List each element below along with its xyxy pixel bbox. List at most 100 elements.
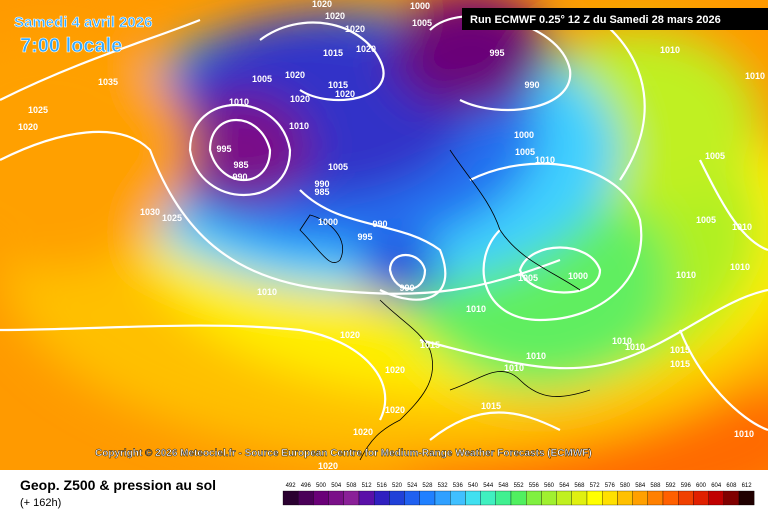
isobar-label: 1015 (323, 48, 343, 58)
colorbar-swatch (465, 490, 481, 506)
isobar-label: 1010 (660, 45, 680, 55)
isobar-label: 995 (216, 144, 231, 154)
colorbar-label: 568 (574, 483, 585, 489)
colorbar-label: 536 (453, 483, 464, 489)
colorbar-label: 548 (498, 483, 509, 489)
isobar-label: 1010 (526, 351, 546, 361)
isobar-label: 1010 (730, 262, 750, 272)
colorbar-swatch (495, 490, 512, 506)
colorbar-swatch (298, 490, 314, 506)
isobar-label: 1010 (734, 429, 754, 439)
isobar-label: 1005 (696, 215, 716, 225)
colorbar-label: 572 (590, 483, 601, 489)
isobar-label: 1010 (625, 342, 645, 352)
isobar-label: 1020 (18, 122, 38, 132)
colorbar-swatch (450, 490, 466, 506)
isobar-label: 1020 (385, 405, 405, 415)
isobar-label: 1020 (318, 461, 338, 471)
isobar-label: 1020 (312, 0, 332, 9)
colorbar-label: 612 (742, 483, 753, 489)
colorbar-label: 508 (346, 483, 357, 489)
forecast-date: Samedi 4 avril 2026 (14, 14, 152, 31)
isobar-label: 990 (524, 80, 539, 90)
colorbar-label: 496 (301, 483, 312, 489)
isobar-label: 1000 (568, 271, 588, 281)
colorbar-swatch (586, 490, 603, 506)
isobar-label: 1010 (612, 336, 632, 346)
colorbar-swatch (738, 490, 755, 506)
colorbar-swatch (419, 490, 436, 506)
colorbar-swatch (480, 490, 496, 506)
isobar-label: 1005 (412, 18, 432, 28)
isobar-label: 1005 (252, 74, 272, 84)
colorbar-label: 516 (377, 483, 388, 489)
run-box (462, 8, 768, 30)
isobar-label: 985 (314, 187, 329, 197)
isobar-label: 1010 (257, 287, 277, 297)
footer-title: Geop. Z500 & pression au sol (20, 477, 216, 493)
colorbar-swatch (541, 490, 557, 506)
colorbar-swatch (723, 490, 740, 506)
isobar-label: 1020 (340, 330, 360, 340)
colorbar-swatch (647, 490, 664, 506)
colorbar-swatch (602, 490, 618, 506)
colorbar-label: 544 (483, 483, 494, 489)
isobar-label: 995 (357, 232, 372, 242)
isobar-label: 1020 (325, 11, 345, 21)
isobar-label: 1000 (410, 1, 430, 11)
colorbar-label: 512 (362, 483, 373, 489)
colorbar-label: 528 (422, 483, 433, 489)
colorbar-swatch (282, 490, 299, 506)
colorbar-label: 588 (650, 483, 661, 489)
colorbar-label: 540 (468, 483, 479, 489)
colorbar-label: 564 (559, 483, 570, 489)
colorbar-label: 552 (514, 483, 525, 489)
isobar-label: 990 (372, 219, 387, 229)
isobar-label: 1010 (732, 222, 752, 232)
isobar-label: 1020 (290, 94, 310, 104)
colorbar-label: 560 (544, 483, 555, 489)
colorbar-label: 524 (407, 483, 418, 489)
isobar-label: 990 (232, 172, 247, 182)
colorbar-label: 520 (392, 483, 403, 489)
isobar-label: 990 (399, 283, 414, 293)
isobar-label: 1020 (285, 70, 305, 80)
isobar-label: 1005 (705, 151, 725, 161)
coastlines (299, 149, 591, 461)
isobar-label: 1010 (676, 270, 696, 280)
isobar-label: 1025 (28, 105, 48, 115)
isobar-label: 1000 (318, 217, 338, 227)
colorbar-swatch (708, 490, 724, 506)
isobar-label: 985 (233, 160, 248, 170)
isobar-label: 1010 (745, 71, 765, 81)
colorbar-label: 500 (316, 483, 327, 489)
isobar-label: 1020 (385, 365, 405, 375)
isobar-label: 1025 (162, 213, 182, 223)
colorbar-swatch (328, 490, 344, 506)
isobar-label: 1020 (353, 427, 373, 437)
isobar-label: 1010 (466, 304, 486, 314)
isobar-label: 1015 (670, 345, 690, 355)
isobar-label: 1030 (140, 207, 160, 217)
colorbar-label: 604 (711, 483, 722, 489)
isobar-label: 1020 (345, 24, 365, 34)
colorbar-label: 532 (438, 483, 449, 489)
colorbar-swatch (313, 490, 329, 506)
colorbar-label: 576 (605, 483, 616, 489)
colorbar-swatch (434, 490, 451, 506)
colorbar-label: 596 (681, 483, 692, 489)
isobar-label: 1005 (515, 147, 535, 157)
isobar-label: 1010 (504, 363, 524, 373)
copyright: Copyright © 2026 Meteociel.fr - Source E… (95, 448, 592, 459)
isobar-label: 1010 (229, 97, 249, 107)
colorbar-label: 556 (529, 483, 540, 489)
footer-lead: (+ 162h) (20, 497, 61, 509)
isobar-label: 1015 (420, 340, 440, 350)
colorbar-swatch (693, 490, 709, 506)
isobar-label: 995 (489, 48, 504, 58)
isobar-label: 1005 (518, 273, 538, 283)
forecast-time: 7:00 locale (20, 35, 122, 57)
colorbar-swatch (374, 490, 390, 506)
